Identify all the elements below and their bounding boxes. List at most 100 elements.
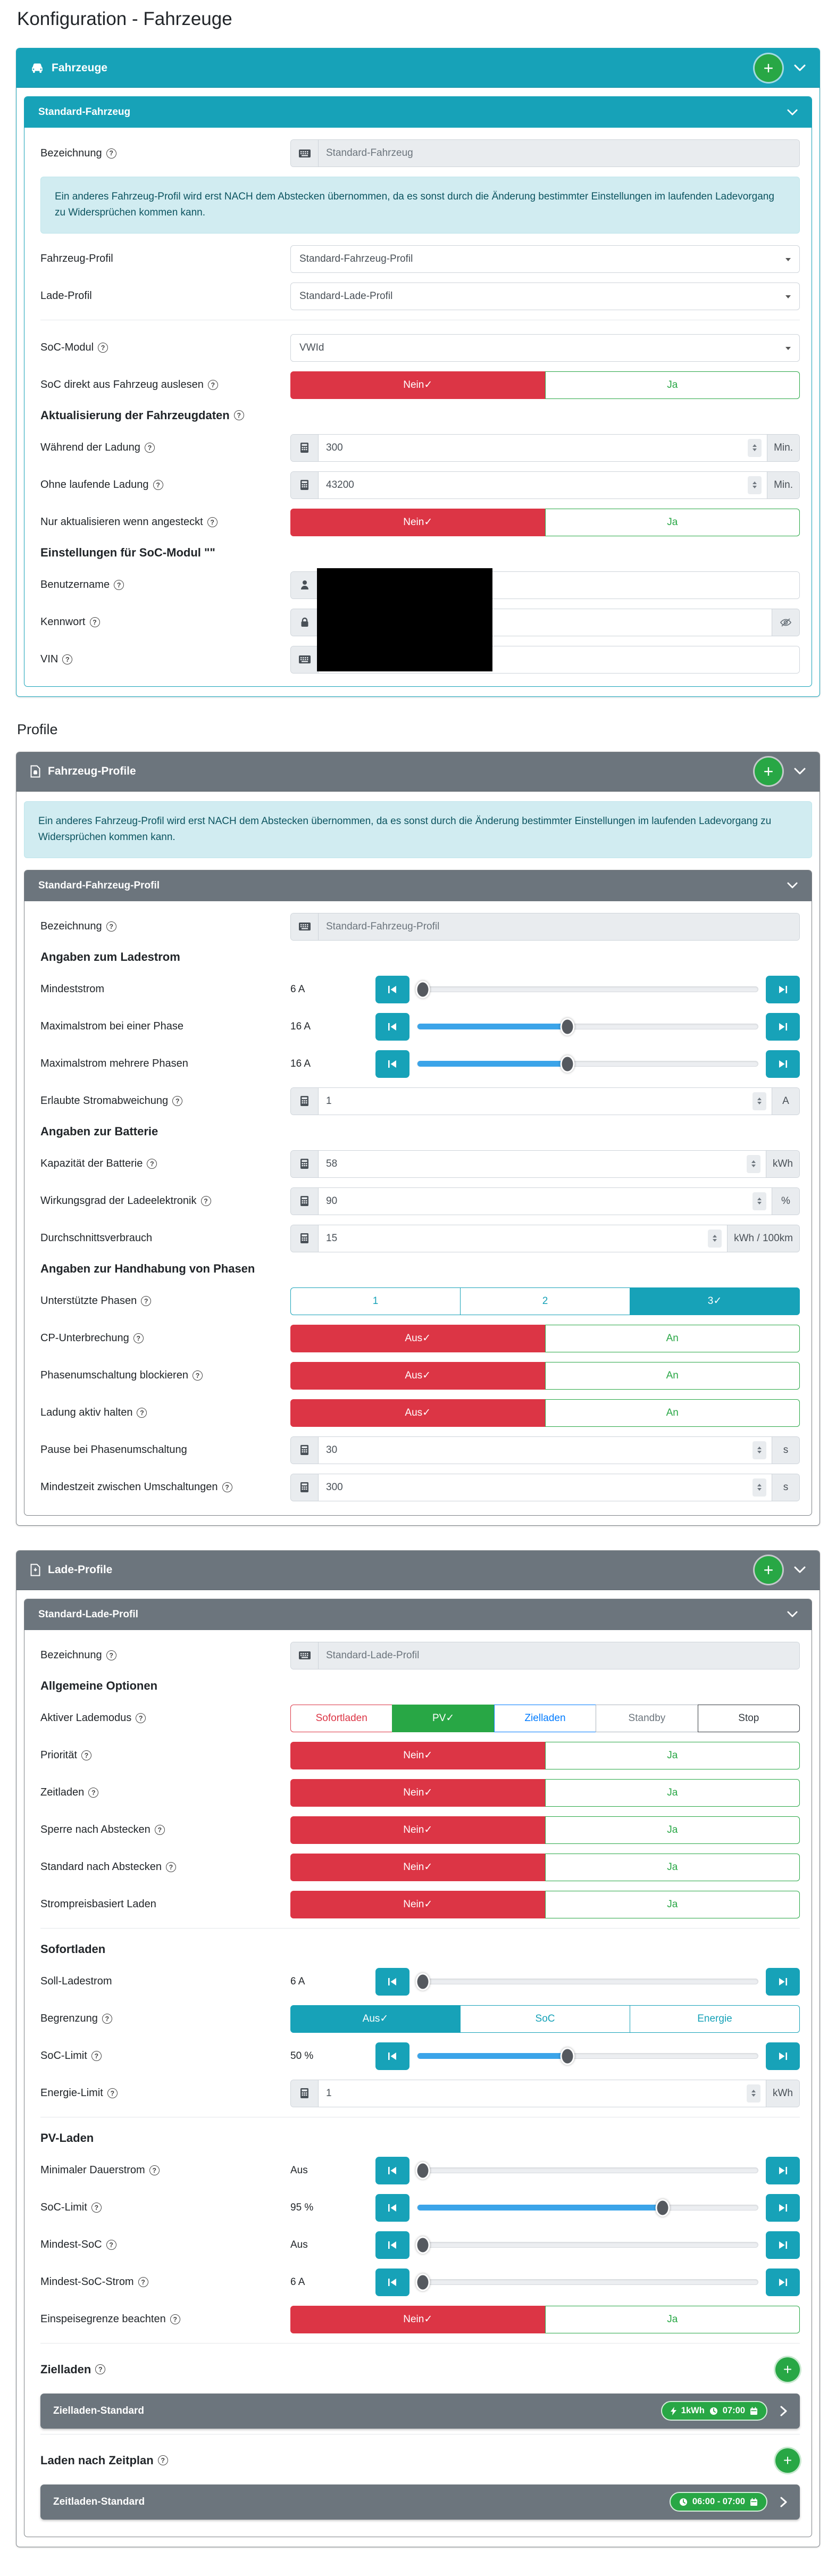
number-spinner[interactable]: [747, 2084, 760, 2103]
slider-track[interactable]: [417, 1055, 758, 1073]
skip-end-button[interactable]: [766, 2231, 800, 2259]
ohne-input[interactable]: [319, 471, 748, 498]
phasen-2-button[interactable]: 2: [460, 1287, 630, 1315]
help-icon[interactable]: ?: [165, 1862, 176, 1873]
nur-angesteckt-no-button[interactable]: Nein✓: [290, 508, 546, 536]
vehicles-card-header[interactable]: Fahrzeuge +: [16, 48, 820, 88]
number-spinner[interactable]: [753, 1192, 766, 1210]
mindestzeit-input[interactable]: [319, 1474, 753, 1501]
strompreis-no-button[interactable]: Nein✓: [290, 1890, 546, 1918]
bezeichnung-input[interactable]: [319, 140, 799, 167]
skip-start-button[interactable]: [375, 2156, 409, 2184]
bezeichnung-input[interactable]: [319, 1642, 799, 1669]
add-charge-profile-button[interactable]: +: [755, 1556, 782, 1584]
begrenzung-energie-button[interactable]: Energie: [630, 2005, 800, 2033]
mode-zielladen-button[interactable]: Zielladen: [494, 1704, 597, 1732]
number-spinner[interactable]: [753, 1478, 766, 1497]
sperre-yes-button[interactable]: Ja: [545, 1816, 800, 1844]
help-icon[interactable]: ?: [91, 2051, 102, 2062]
lade-profil-select[interactable]: Standard-Lade-Profil: [290, 282, 800, 310]
skip-start-button[interactable]: [375, 2231, 409, 2259]
number-spinner[interactable]: [753, 1092, 766, 1110]
aktiv-off-button[interactable]: Aus✓: [290, 1399, 546, 1427]
skip-end-button[interactable]: [766, 1967, 800, 1996]
skip-end-button[interactable]: [766, 1012, 800, 1041]
help-icon[interactable]: ?: [200, 1196, 211, 1207]
prioritaet-no-button[interactable]: Nein✓: [290, 1741, 546, 1769]
nur-angesteckt-yes-button[interactable]: Ja: [545, 508, 800, 536]
skip-end-button[interactable]: [766, 2193, 800, 2222]
help-icon[interactable]: ?: [207, 517, 218, 528]
slider-thumb[interactable]: [560, 2047, 575, 2065]
help-icon[interactable]: ?: [149, 2165, 160, 2176]
help-icon[interactable]: ?: [192, 1370, 203, 1381]
skip-start-button[interactable]: [375, 2042, 409, 2070]
slider-track[interactable]: [415, 1973, 758, 1991]
skip-start-button[interactable]: [375, 1012, 409, 1041]
standard-vehicle-header[interactable]: Standard-Fahrzeug: [24, 97, 812, 128]
help-icon[interactable]: ?: [98, 343, 108, 353]
wirkungsgrad-input[interactable]: [319, 1187, 753, 1215]
phasen-1-button[interactable]: 1: [290, 1287, 461, 1315]
help-icon[interactable]: ?: [89, 617, 100, 628]
aktiv-on-button[interactable]: An: [545, 1399, 800, 1427]
kapazitaet-input[interactable]: [319, 1150, 747, 1177]
help-icon[interactable]: ?: [154, 1825, 165, 1835]
zielladen-standard-bar[interactable]: Zielladen-Standard 1kWh 07:00: [40, 2393, 800, 2429]
block-off-button[interactable]: Aus✓: [290, 1361, 546, 1390]
skip-start-button[interactable]: [375, 2193, 409, 2222]
cp-on-button[interactable]: An: [545, 1324, 800, 1352]
skip-end-button[interactable]: [766, 2156, 800, 2184]
slider-track[interactable]: [417, 1018, 758, 1036]
soc-modul-select[interactable]: VWId: [290, 334, 800, 362]
pause-input[interactable]: [319, 1436, 753, 1464]
help-icon[interactable]: ?: [222, 1482, 232, 1493]
mode-sofortladen-button[interactable]: Sofortladen: [290, 1704, 393, 1732]
add-zielladen-plan-button[interactable]: +: [775, 2357, 800, 2382]
help-icon[interactable]: ?: [106, 921, 116, 932]
add-vehicle-profile-button[interactable]: +: [755, 758, 782, 786]
slider-thumb[interactable]: [655, 2199, 670, 2217]
help-icon[interactable]: ?: [81, 1750, 91, 1761]
help-icon[interactable]: ?: [106, 2240, 116, 2250]
help-icon[interactable]: ?: [106, 148, 116, 159]
slider-thumb[interactable]: [560, 1018, 575, 1036]
prioritaet-yes-button[interactable]: Ja: [545, 1741, 800, 1769]
stromabweichung-input[interactable]: [319, 1087, 753, 1115]
help-icon[interactable]: ?: [114, 580, 124, 591]
eye-slash-icon[interactable]: [772, 609, 799, 636]
help-icon[interactable]: ?: [102, 2014, 112, 2024]
add-zeitplan-button[interactable]: +: [775, 2448, 800, 2473]
strompreis-yes-button[interactable]: Ja: [545, 1890, 800, 1918]
slider-track[interactable]: [417, 2047, 758, 2065]
number-spinner[interactable]: [708, 1229, 722, 1248]
slider-thumb[interactable]: [415, 1973, 430, 1991]
skip-start-button[interactable]: [375, 1967, 409, 1996]
einspeisegrenze-yes-button[interactable]: Ja: [545, 2305, 800, 2333]
number-spinner[interactable]: [748, 438, 762, 457]
help-icon[interactable]: ?: [141, 1296, 152, 1307]
standard-vehicle-profile-header[interactable]: Standard-Fahrzeug-Profil: [24, 870, 812, 901]
verbrauch-input[interactable]: [319, 1225, 708, 1252]
help-icon[interactable]: ?: [137, 1408, 147, 1418]
mode-pv-button[interactable]: PV✓: [392, 1704, 495, 1732]
skip-end-button[interactable]: [766, 2268, 800, 2296]
skip-end-button[interactable]: [766, 975, 800, 1003]
help-icon[interactable]: ?: [157, 2455, 168, 2466]
begrenzung-aus-button[interactable]: Aus✓: [290, 2005, 461, 2033]
skip-start-button[interactable]: [375, 975, 409, 1003]
standard-no-button[interactable]: Nein✓: [290, 1853, 546, 1881]
slider-track[interactable]: [417, 2199, 758, 2217]
fahrzeug-profil-select[interactable]: Standard-Fahrzeug-Profil: [290, 245, 800, 273]
help-icon[interactable]: ?: [144, 443, 155, 453]
zeitladen-no-button[interactable]: Nein✓: [290, 1779, 546, 1807]
soc-direkt-yes-button[interactable]: Ja: [545, 371, 800, 399]
help-icon[interactable]: ?: [107, 2088, 118, 2099]
help-icon[interactable]: ?: [88, 1788, 99, 1798]
phasen-3-button[interactable]: 3✓: [630, 1287, 800, 1315]
help-icon[interactable]: ?: [106, 1650, 116, 1661]
help-icon[interactable]: ?: [233, 410, 244, 421]
slider-track[interactable]: [415, 980, 758, 999]
help-icon[interactable]: ?: [153, 480, 163, 491]
help-icon[interactable]: ?: [136, 1713, 146, 1724]
